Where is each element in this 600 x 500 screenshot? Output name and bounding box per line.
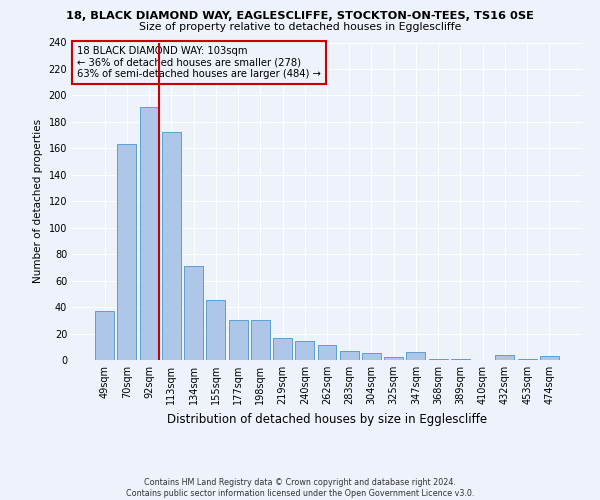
Bar (406, 352, 425, 360)
Bar (229, 320, 248, 360)
Bar (540, 356, 559, 360)
Bar (384, 358, 403, 360)
Bar (206, 300, 225, 360)
Bar (295, 342, 314, 360)
Y-axis label: Number of detached properties: Number of detached properties (33, 119, 43, 284)
Bar (95, 311, 114, 360)
Text: 18 BLACK DIAMOND WAY: 103sqm
← 36% of detached houses are smaller (278)
63% of s: 18 BLACK DIAMOND WAY: 103sqm ← 36% of de… (77, 46, 321, 79)
Text: Size of property relative to detached houses in Egglescliffe: Size of property relative to detached ho… (139, 22, 461, 32)
X-axis label: Distribution of detached houses by size in Egglescliffe: Distribution of detached houses by size … (167, 412, 487, 426)
Bar (317, 346, 337, 360)
Bar (140, 108, 158, 360)
Text: 18, BLACK DIAMOND WAY, EAGLESCLIFFE, STOCKTON-ON-TEES, TS16 0SE: 18, BLACK DIAMOND WAY, EAGLESCLIFFE, STO… (66, 11, 534, 21)
Bar (429, 358, 448, 360)
Bar (340, 350, 359, 360)
Bar (184, 266, 203, 360)
Bar (273, 338, 292, 360)
Bar (451, 358, 470, 360)
Bar (518, 358, 536, 360)
Bar (162, 132, 181, 360)
Bar (362, 354, 381, 360)
Bar (251, 320, 270, 360)
Text: Contains HM Land Registry data © Crown copyright and database right 2024.
Contai: Contains HM Land Registry data © Crown c… (126, 478, 474, 498)
Bar (496, 354, 514, 360)
Bar (118, 144, 136, 360)
